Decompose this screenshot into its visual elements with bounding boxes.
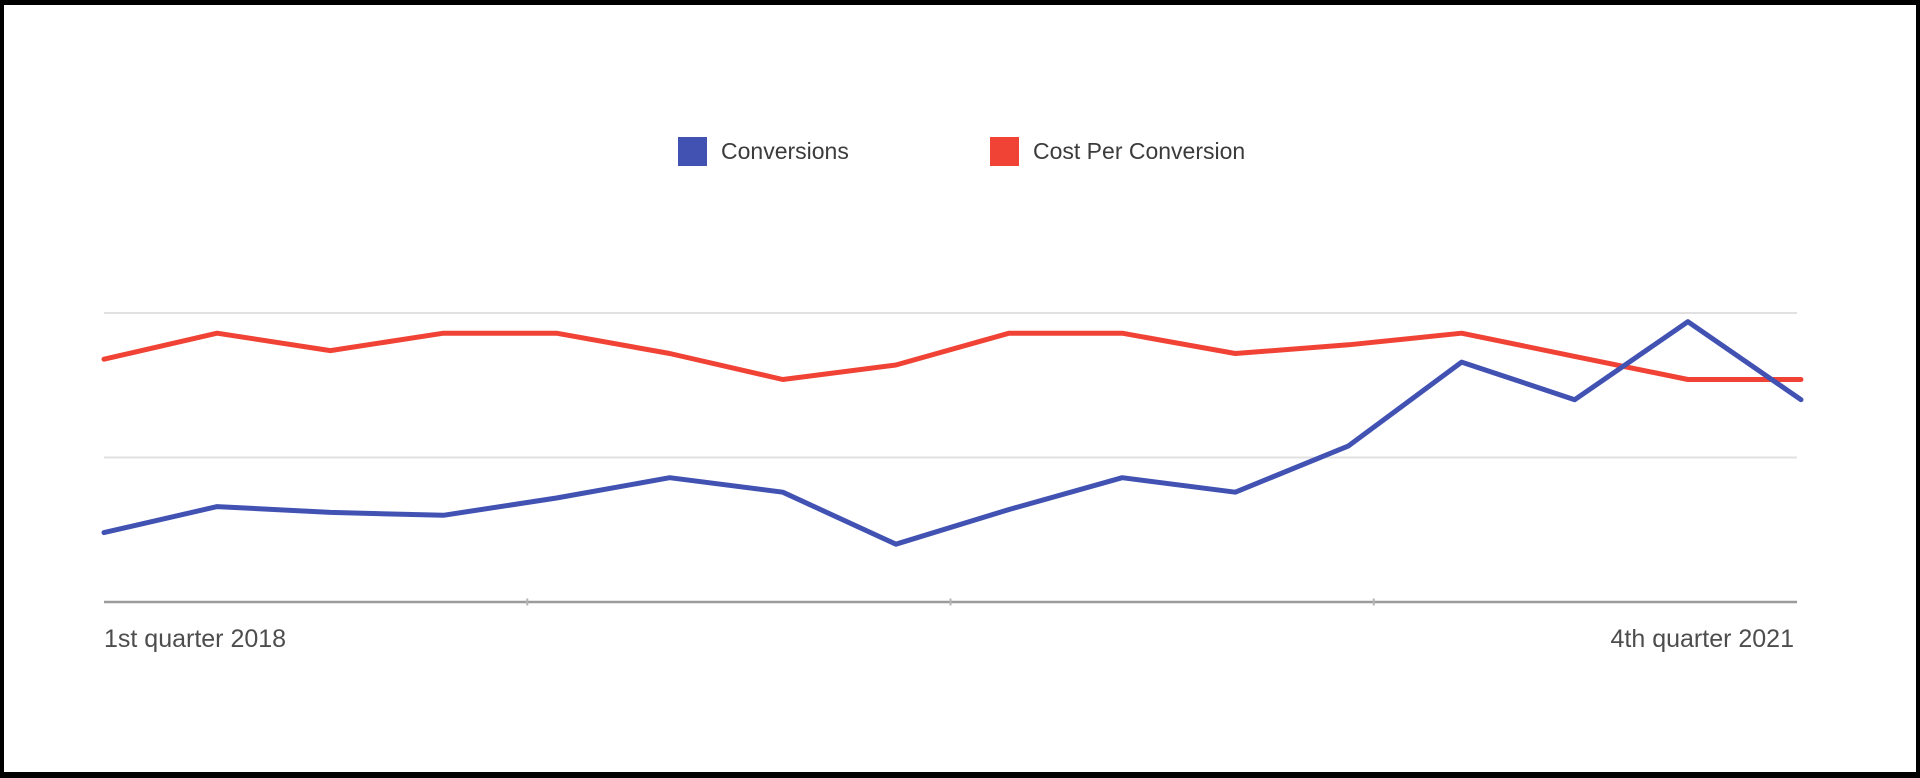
cost-per-conversion-swatch-icon: [990, 137, 1019, 166]
x-axis-end-label: 4th quarter 2021: [1610, 625, 1794, 653]
legend-label-cost-per-conversion: Cost Per Conversion: [1033, 138, 1246, 164]
conversions-swatch-icon: [678, 137, 707, 166]
chart-card: Conversions Cost Per Conversion 1st quar…: [4, 5, 1916, 772]
conversions-line: [101, 319, 1804, 547]
line-chart: [101, 312, 1804, 606]
legend-label-conversions: Conversions: [721, 138, 849, 164]
cost-per-conversion-line: [101, 330, 1804, 382]
x-axis-start-label: 1st quarter 2018: [104, 625, 287, 653]
legend-item-conversions[interactable]: Conversions: [678, 137, 849, 166]
chart-stage: Conversions Cost Per Conversion 1st quar…: [4, 5, 1916, 772]
legend-item-cost-per-conversion[interactable]: Cost Per Conversion: [990, 137, 1245, 166]
